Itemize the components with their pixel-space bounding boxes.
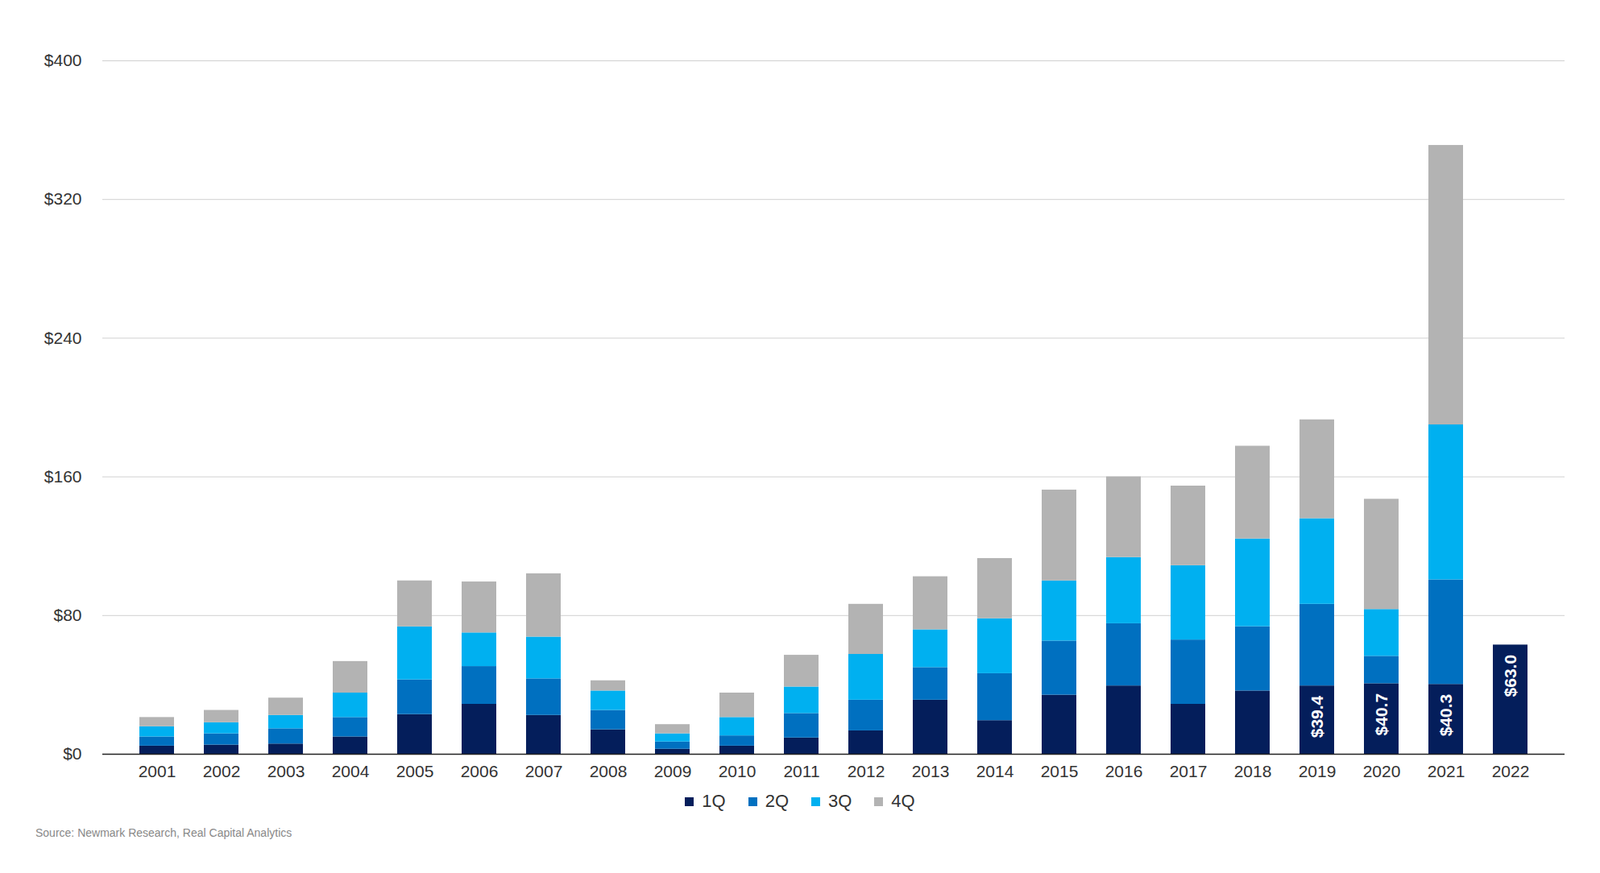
svg-text:2011: 2011 — [783, 762, 820, 781]
svg-text:$240: $240 — [44, 328, 83, 348]
svg-text:2008: 2008 — [589, 762, 628, 781]
svg-text:2015: 2015 — [1040, 762, 1079, 781]
svg-text:2013: 2013 — [911, 762, 950, 781]
html-text:Source: Newmark Research, Real: Source: Newmark Research, Real Capital A… — [35, 826, 292, 840]
svg-text:2018: 2018 — [1234, 762, 1273, 781]
svg-text:2010: 2010 — [718, 762, 757, 781]
html-text:2Q: 2Q — [765, 791, 789, 812]
svg-text:$400: $400 — [44, 50, 83, 70]
svg-text:2004: 2004 — [331, 762, 370, 781]
svg-text:2009: 2009 — [654, 762, 693, 781]
html-text:1Q: 1Q — [701, 791, 726, 812]
svg-text:$39.4: $39.4 — [1307, 695, 1327, 738]
svg-text:$80: $80 — [53, 605, 82, 625]
svg-text:2001: 2001 — [138, 762, 177, 781]
html-text:3Q: 3Q — [828, 791, 852, 812]
svg-text:2005: 2005 — [396, 762, 435, 781]
svg-text:2016: 2016 — [1105, 762, 1144, 781]
svg-text:2007: 2007 — [525, 762, 564, 781]
svg-text:$320: $320 — [44, 189, 83, 208]
svg-text:2003: 2003 — [267, 762, 306, 781]
svg-text:$40.3: $40.3 — [1436, 694, 1455, 738]
svg-text:2022: 2022 — [1492, 762, 1530, 781]
svg-text:2020: 2020 — [1363, 762, 1402, 781]
svg-text:$160: $160 — [44, 467, 83, 486]
svg-text:$0: $0 — [62, 744, 82, 763]
svg-text:$63.0: $63.0 — [1500, 654, 1520, 698]
svg-text:2002: 2002 — [203, 762, 241, 781]
svg-text:2012: 2012 — [847, 762, 886, 781]
svg-text:$40.7: $40.7 — [1372, 693, 1391, 737]
svg-text:2014: 2014 — [976, 762, 1015, 781]
svg-text:2006: 2006 — [460, 762, 499, 781]
svg-text:2021: 2021 — [1427, 762, 1466, 781]
svg-text:2019: 2019 — [1298, 762, 1337, 781]
svg-text:2017: 2017 — [1169, 762, 1208, 781]
html-text:4Q: 4Q — [891, 791, 915, 812]
